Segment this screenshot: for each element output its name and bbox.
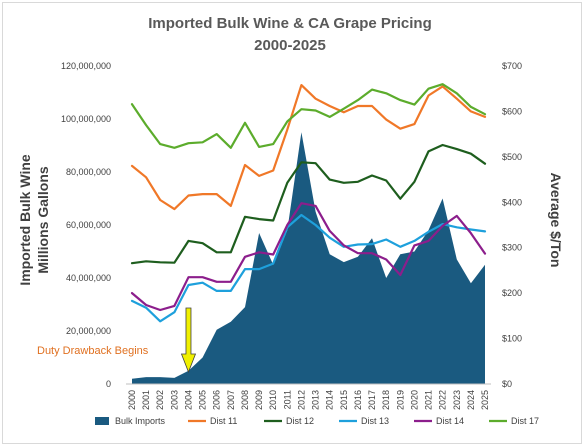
- x-tick-label: 2011: [282, 390, 292, 409]
- x-tick-label: 2017: [367, 390, 377, 410]
- left-tick-label: 120,000,000: [61, 61, 111, 71]
- series-line-dist-17: [130, 83, 487, 149]
- x-tick-label: 2012: [296, 390, 306, 410]
- right-tick-label: $500: [502, 152, 522, 162]
- x-tick-label: 2013: [311, 390, 321, 410]
- series-line-dist-11: [130, 83, 487, 211]
- x-tick-label: 2009: [254, 390, 264, 410]
- legend-label: Dist 17: [511, 416, 539, 426]
- series-line-dist-13: [130, 213, 487, 323]
- x-tick-label: 2016: [353, 390, 363, 410]
- legend-label: Bulk Imports: [115, 416, 166, 426]
- left-tick-label: 40,000,000: [66, 273, 111, 283]
- x-tick-label: 2020: [409, 390, 419, 410]
- x-tick-label: 2000: [127, 390, 137, 410]
- x-tick-label: 2019: [395, 390, 405, 410]
- left-tick-label: 80,000,000: [66, 167, 111, 177]
- left-tick-label: 20,000,000: [66, 326, 111, 336]
- x-tick-label: 2010: [268, 390, 278, 410]
- legend-label: Dist 14: [436, 416, 464, 426]
- x-tick-label: 2014: [325, 390, 335, 410]
- x-tick-label: 2007: [226, 390, 236, 410]
- legend: Bulk Imports Dist 11 Dist 12 Dist 13 Dist 14…: [95, 416, 539, 426]
- left-axis-title: Imported Bulk Wine Millions Gallons: [17, 154, 51, 286]
- x-tick-label: 2024: [466, 390, 476, 410]
- series-line-dist-12: [130, 143, 487, 265]
- left-tick-label: 100,000,000: [61, 114, 111, 124]
- right-tick-label: $700: [502, 61, 522, 71]
- x-tick-label: 2002: [155, 390, 165, 410]
- annotation-text: Duty Drawback Begins: [37, 345, 149, 357]
- x-tick-label: 2005: [198, 390, 208, 410]
- x-tick-label: 2008: [240, 390, 250, 410]
- legend-label: Dist 11: [210, 416, 237, 426]
- series-line-dist-14: [130, 202, 487, 312]
- right-axis-title: Average $/Ton: [548, 173, 564, 268]
- plot-area: 0 20,000,000 40,000,000 60,000,000 80,000,00…: [37, 61, 522, 410]
- legend-label: Dist 12: [286, 416, 314, 426]
- annotation-arrow: [180, 307, 197, 374]
- right-tick-label: $0: [502, 379, 512, 389]
- right-tick-label: $400: [502, 197, 522, 207]
- left-axis-title-line: Imported Bulk Wine: [17, 154, 33, 286]
- x-tick-label: 2015: [339, 390, 349, 410]
- right-tick-label: $600: [502, 106, 522, 116]
- x-tick-label: 2023: [452, 390, 462, 410]
- right-tick-label: $100: [502, 334, 522, 344]
- left-axis-title-line: Millions Gallons: [35, 166, 51, 274]
- x-tick-label: 2001: [141, 390, 151, 410]
- right-tick-label: $200: [502, 288, 522, 298]
- x-tick-label: 2022: [438, 390, 448, 410]
- x-tick-label: 2018: [381, 390, 391, 410]
- chart-title: Imported Bulk Wine & CA Grape Pricing: [148, 15, 432, 32]
- left-tick-label: 60,000,000: [66, 220, 111, 230]
- x-tick-label: 2003: [169, 390, 179, 410]
- legend-label: Dist 13: [361, 416, 389, 426]
- bulk-imports-area: [132, 132, 485, 384]
- chart-subtitle: 2000-2025: [254, 37, 326, 54]
- legend-swatch-bulk-imports: [95, 417, 109, 425]
- x-tick-label: 2025: [480, 390, 490, 410]
- right-tick-label: $300: [502, 243, 522, 253]
- left-tick-label: 0: [106, 379, 111, 389]
- x-tick-label: 2004: [183, 390, 193, 410]
- x-tick-label: 2006: [212, 390, 222, 410]
- x-tick-label: 2021: [424, 390, 434, 410]
